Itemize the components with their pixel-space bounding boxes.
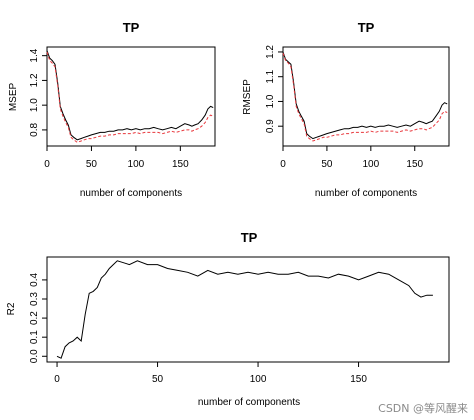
chart-rmsep-xlabel: number of components: [315, 188, 417, 199]
chart-rmsep-plot-box: [282, 46, 450, 147]
chart-rmsep-x-tick-label: 50: [321, 159, 333, 170]
chart-r2-x-tick-label: 50: [152, 374, 164, 385]
chart-rmsep-series-line-1: [282, 53, 448, 142]
chart-msep-ylabel: MSEP: [8, 83, 19, 112]
chart-msep-x-tick-label: 150: [172, 159, 189, 170]
chart-r2-y-tick-label: 0.2: [29, 311, 40, 325]
chart-rmsep-series: [282, 51, 448, 142]
chart-r2-y-ticks: 0.0 0.1 0.2 0.3 0.4: [29, 273, 47, 363]
chart-rmsep-x-tick-label: 100: [362, 159, 379, 170]
chart-rmsep-y-tick-label: 1.0: [265, 94, 276, 108]
chart-rmsep-series-line-0: [282, 51, 448, 140]
chart-msep-x-ticks: 0 50 100 150: [44, 146, 189, 170]
chart-msep-y-tick-label: 1.2: [29, 73, 40, 87]
chart-msep-x-tick-label: 50: [86, 159, 98, 170]
chart-r2-x-ticks: 0 50 100 150: [54, 362, 367, 385]
chart-msep-y-tick-label: 1.4: [29, 48, 40, 62]
chart-r2-title: TP: [241, 230, 258, 245]
chart-rmsep-x-tick-label: 0: [280, 159, 286, 170]
chart-r2-x-tick-label: 0: [54, 374, 60, 385]
chart-r2: TP 0 50 100 150 0.0 0.1 0.2 0.3 0.4 number of c…: [6, 230, 450, 408]
chart-msep-series-line-0: [46, 50, 214, 141]
chart-r2-ylabel: R2: [6, 302, 17, 315]
chart-r2-series: [56, 260, 433, 359]
chart-rmsep-title: TP: [358, 20, 375, 35]
chart-msep-x-tick-label: 0: [44, 159, 50, 170]
chart-rmsep: TP 0 50 100 150 0.9 1.0 1.1 1.2 number of comp…: [242, 20, 450, 199]
chart-msep-y-tick-label: 0.8: [29, 123, 40, 137]
chart-rmsep-x-tick-label: 150: [406, 159, 423, 170]
chart-rmsep-y-tick-label: 1.2: [265, 45, 276, 59]
chart-r2-y-tick-label: 0.0: [29, 349, 40, 363]
chart-r2-y-tick-label: 0.4: [29, 273, 40, 287]
chart-msep-xlabel: number of components: [80, 188, 182, 199]
chart-r2-y-tick-label: 0.3: [29, 292, 40, 306]
chart-msep: TP 0 50 100 150 0.8 1.0 1.2 1.4 number of comp…: [8, 20, 216, 199]
chart-rmsep-y-tick-label: 0.9: [265, 119, 276, 133]
chart-msep-plot-box: [46, 46, 216, 147]
chart-r2-x-tick-label: 100: [250, 374, 267, 385]
chart-r2-y-tick-label: 0.1: [29, 330, 40, 344]
chart-rmsep-y-tick-label: 1.1: [265, 69, 276, 83]
chart-msep-series-line-1: [46, 51, 214, 143]
chart-rmsep-y-ticks: 0.9 1.0 1.1 1.2: [265, 45, 283, 133]
chart-r2-x-tick-label: 150: [350, 374, 367, 385]
chart-rmsep-ylabel: RMSEP: [242, 79, 253, 115]
chart-msep-x-tick-label: 100: [128, 159, 145, 170]
chart-msep-series: [46, 50, 214, 143]
chart-r2-plot-box: [46, 256, 450, 363]
chart-rmsep-x-ticks: 0 50 100 150: [280, 146, 424, 170]
chart-msep-title: TP: [123, 20, 140, 35]
chart-msep-y-tick-label: 1.0: [29, 98, 40, 112]
chart-r2-series-line-0: [56, 260, 433, 359]
chart-msep-y-ticks: 0.8 1.0 1.2 1.4: [29, 48, 47, 137]
chart-r2-xlabel: number of components: [198, 397, 300, 408]
watermark-text: CSDN @等风醒来: [378, 402, 468, 415]
